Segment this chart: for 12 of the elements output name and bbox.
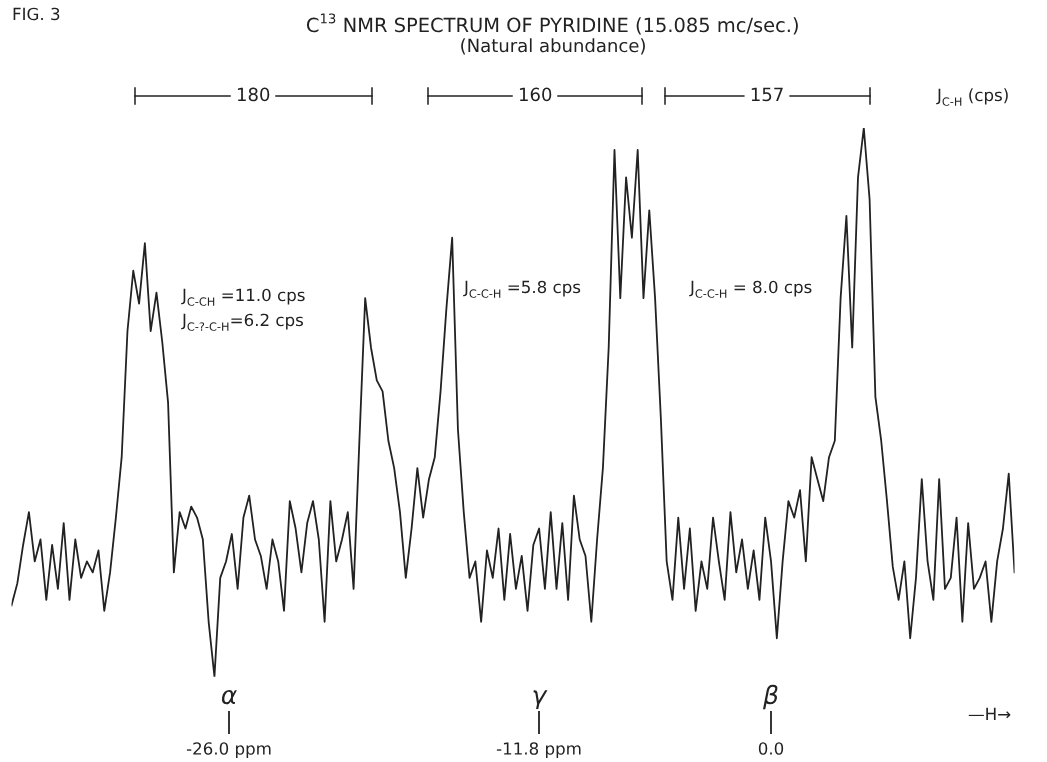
text: -26.0 ppm [186,742,271,759]
caption: FIG. 3 [13,7,60,21]
text: β [763,684,778,710]
text: -11.8 ppm [496,742,581,759]
text: α [221,689,237,705]
text: 160 [519,87,552,102]
text: 157 [751,87,783,102]
text: γ [533,690,548,710]
text: —H→ [968,707,1011,720]
text: 180 [237,87,270,102]
text: 0.0 [758,742,784,755]
chart-subtitle: (Natural abundance) [461,38,645,55]
